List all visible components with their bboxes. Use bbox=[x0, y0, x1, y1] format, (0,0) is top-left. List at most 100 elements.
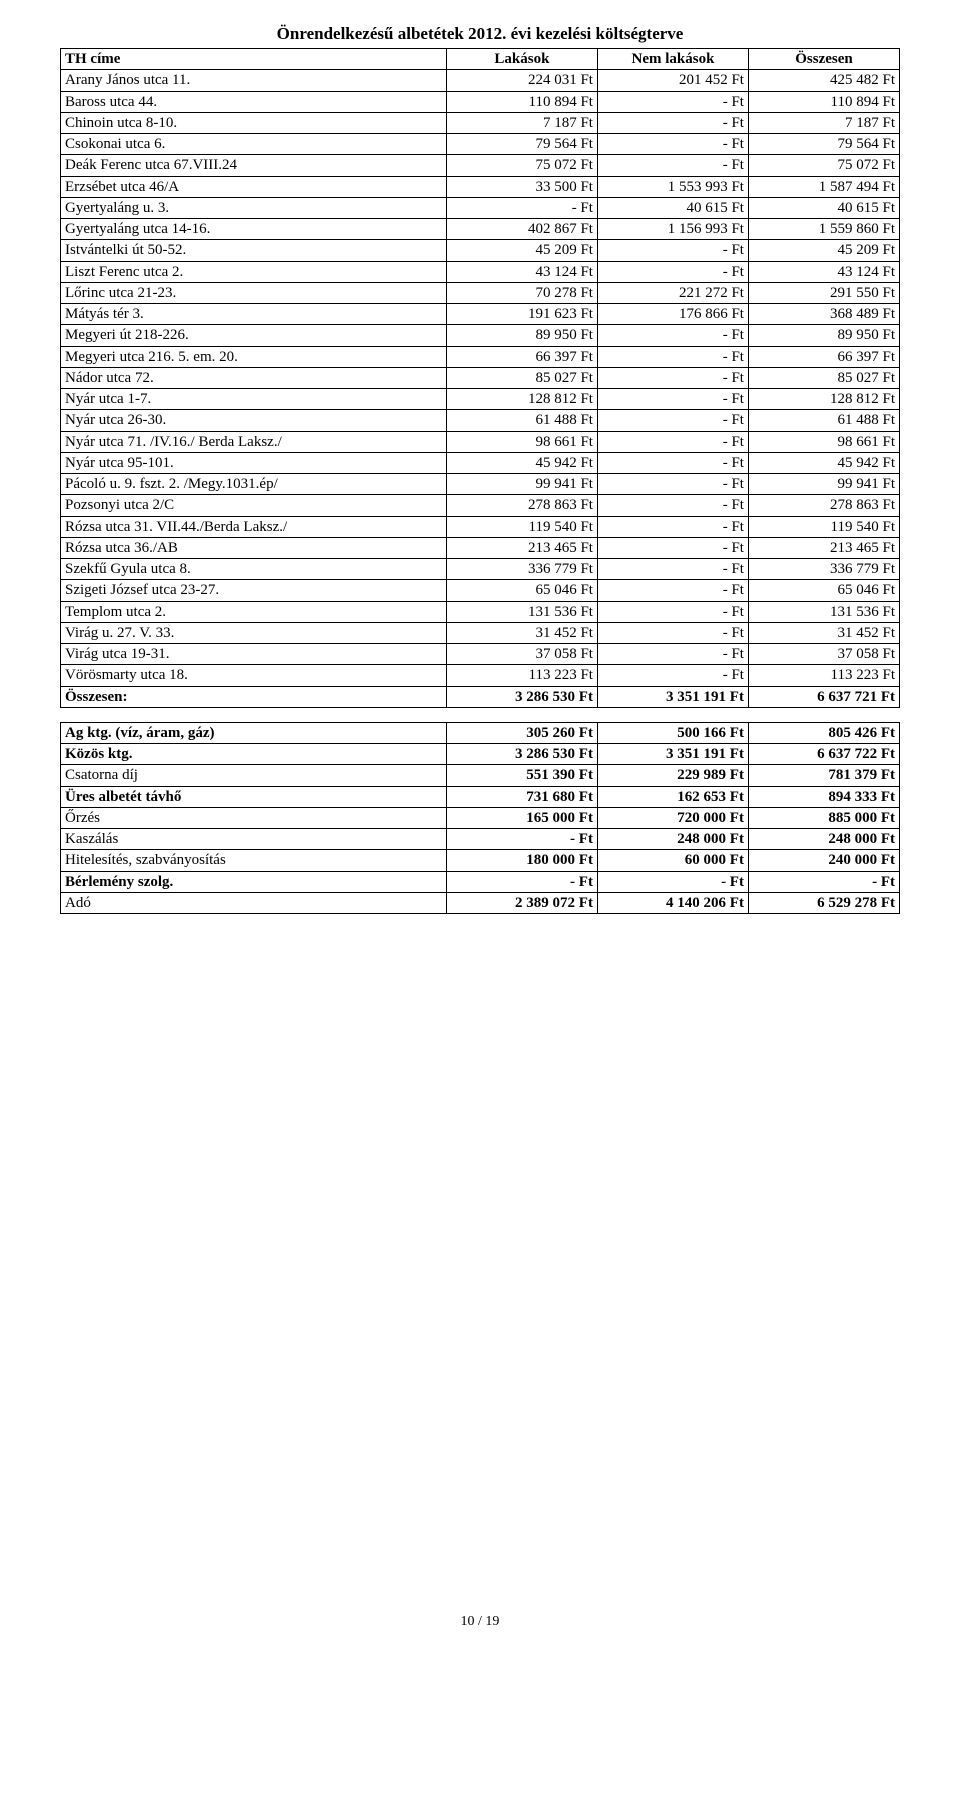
cell-value: - Ft bbox=[597, 91, 748, 112]
page-footer: 10 / 19 bbox=[60, 1614, 900, 1630]
cell-value: - Ft bbox=[446, 197, 597, 218]
table-row: Liszt Ferenc utca 2.43 124 Ft- Ft43 124 … bbox=[61, 261, 900, 282]
cell-value: 99 941 Ft bbox=[446, 474, 597, 495]
cell-value: 191 623 Ft bbox=[446, 304, 597, 325]
cell-value: 33 500 Ft bbox=[446, 176, 597, 197]
cell-value: 278 863 Ft bbox=[446, 495, 597, 516]
summary-value: 551 390 Ft bbox=[446, 765, 597, 786]
summary-label: Bérlemény szolg. bbox=[61, 871, 447, 892]
cell-address: Istvántelki út 50-52. bbox=[61, 240, 447, 261]
cell-value: 110 894 Ft bbox=[748, 91, 899, 112]
cell-address: Baross utca 44. bbox=[61, 91, 447, 112]
cell-value: 1 156 993 Ft bbox=[597, 219, 748, 240]
cell-value: 99 941 Ft bbox=[748, 474, 899, 495]
summary-value: 500 166 Ft bbox=[597, 722, 748, 743]
cell-value: - Ft bbox=[597, 367, 748, 388]
cell-address: Nyár utca 95-101. bbox=[61, 452, 447, 473]
cell-value: 31 452 Ft bbox=[748, 622, 899, 643]
summary-table: Ag ktg. (víz, áram, gáz)305 260 Ft500 16… bbox=[60, 722, 900, 914]
summary-label: Őrzés bbox=[61, 807, 447, 828]
summary-row: Ag ktg. (víz, áram, gáz)305 260 Ft500 16… bbox=[61, 722, 900, 743]
cell-value: - Ft bbox=[597, 155, 748, 176]
summary-label: Kaszálás bbox=[61, 829, 447, 850]
cell-value: - Ft bbox=[597, 516, 748, 537]
cell-value: 98 661 Ft bbox=[748, 431, 899, 452]
table-row: Gyertyaláng utca 14-16.402 867 Ft1 156 9… bbox=[61, 219, 900, 240]
table-row: Nyár utca 71. /IV.16./ Berda Laksz./ 98 6… bbox=[61, 431, 900, 452]
cell-address: Nyár utca 71. /IV.16./ Berda Laksz./ bbox=[61, 431, 447, 452]
summary-value: 3 351 191 Ft bbox=[597, 744, 748, 765]
cell-value: 402 867 Ft bbox=[446, 219, 597, 240]
cell-value: 224 031 Ft bbox=[446, 70, 597, 91]
table-row: Pozsonyi utca 2/C278 863 Ft- Ft278 863 F… bbox=[61, 495, 900, 516]
summary-label: Adó bbox=[61, 892, 447, 913]
cell-value: 89 950 Ft bbox=[748, 325, 899, 346]
cell-value: 113 223 Ft bbox=[446, 665, 597, 686]
summary-row: Közös ktg.3 286 530 Ft3 351 191 Ft6 637 … bbox=[61, 744, 900, 765]
cell-value: - Ft bbox=[597, 134, 748, 155]
cell-value: 66 397 Ft bbox=[446, 346, 597, 367]
cell-address: Csokonai utca 6. bbox=[61, 134, 447, 155]
cell-value: 1 587 494 Ft bbox=[748, 176, 899, 197]
cell-value: - Ft bbox=[597, 644, 748, 665]
cell-value: 70 278 Ft bbox=[446, 282, 597, 303]
cell-value: - Ft bbox=[597, 240, 748, 261]
cell-value: - Ft bbox=[597, 622, 748, 643]
table-header-row: TH címe Lakások Nem lakások Összesen bbox=[61, 49, 900, 70]
summary-value: 731 680 Ft bbox=[446, 786, 597, 807]
cell-value: 61 488 Ft bbox=[748, 410, 899, 431]
table-row: Nyár utca 26-30.61 488 Ft- Ft61 488 Ft bbox=[61, 410, 900, 431]
summary-value: - Ft bbox=[597, 871, 748, 892]
cell-value: - Ft bbox=[597, 601, 748, 622]
table-row: Vörösmarty utca 18.113 223 Ft- Ft113 223… bbox=[61, 665, 900, 686]
cell-value: 113 223 Ft bbox=[748, 665, 899, 686]
cell-address: Erzsébet utca 46/A bbox=[61, 176, 447, 197]
table-row: Rózsa utca 36./AB213 465 Ft- Ft213 465 F… bbox=[61, 537, 900, 558]
table-row: Szigeti József utca 23-27.65 046 Ft- Ft6… bbox=[61, 580, 900, 601]
cell-value: - Ft bbox=[597, 665, 748, 686]
table-row: Nyár utca 1-7.128 812 Ft- Ft128 812 Ft bbox=[61, 389, 900, 410]
cell-total-value: 6 637 721 Ft bbox=[748, 686, 899, 707]
cell-value: 75 072 Ft bbox=[748, 155, 899, 176]
summary-row: Csatorna díj551 390 Ft229 989 Ft781 379 … bbox=[61, 765, 900, 786]
cell-value: 291 550 Ft bbox=[748, 282, 899, 303]
cell-value: - Ft bbox=[597, 431, 748, 452]
summary-value: - Ft bbox=[748, 871, 899, 892]
cell-address: Pácoló u. 9. fszt. 2. /Megy.1031.ép/ bbox=[61, 474, 447, 495]
cell-address: Szigeti József utca 23-27. bbox=[61, 580, 447, 601]
table-row: Rózsa utca 31. VII.44./Berda Laksz./119 … bbox=[61, 516, 900, 537]
cell-value: 45 209 Ft bbox=[446, 240, 597, 261]
cell-address: Megyeri utca 216. 5. em. 20. bbox=[61, 346, 447, 367]
summary-value: - Ft bbox=[446, 829, 597, 850]
summary-value: 720 000 Ft bbox=[597, 807, 748, 828]
table-row: Istvántelki út 50-52.45 209 Ft- Ft45 209… bbox=[61, 240, 900, 261]
table-row: Megyeri út 218-226.89 950 Ft- Ft89 950 F… bbox=[61, 325, 900, 346]
summary-value: 240 000 Ft bbox=[748, 850, 899, 871]
page-title: Önrendelkezésű albetétek 2012. évi kezel… bbox=[60, 24, 900, 44]
summary-value: 60 000 Ft bbox=[597, 850, 748, 871]
table-row: Chinoin utca 8-10.7 187 Ft- Ft7 187 Ft bbox=[61, 112, 900, 133]
cell-value: 7 187 Ft bbox=[446, 112, 597, 133]
summary-value: 885 000 Ft bbox=[748, 807, 899, 828]
cell-value: 43 124 Ft bbox=[748, 261, 899, 282]
col-header-nem-lakasok: Nem lakások bbox=[597, 49, 748, 70]
summary-value: 3 286 530 Ft bbox=[446, 744, 597, 765]
cell-value: - Ft bbox=[597, 474, 748, 495]
cell-address: Arany János utca 11. bbox=[61, 70, 447, 91]
cell-total-value: 3 286 530 Ft bbox=[446, 686, 597, 707]
cell-address: Szekfű Gyula utca 8. bbox=[61, 559, 447, 580]
cell-value: 66 397 Ft bbox=[748, 346, 899, 367]
cell-address: Deák Ferenc utca 67.VIII.24 bbox=[61, 155, 447, 176]
table-row: Deák Ferenc utca 67.VIII.2475 072 Ft- Ft… bbox=[61, 155, 900, 176]
cell-value: - Ft bbox=[597, 410, 748, 431]
cell-value: 31 452 Ft bbox=[446, 622, 597, 643]
cell-address: Virág utca 19-31. bbox=[61, 644, 447, 665]
cell-address: Nádor utca 72. bbox=[61, 367, 447, 388]
cell-value: - Ft bbox=[597, 346, 748, 367]
cell-value: 75 072 Ft bbox=[446, 155, 597, 176]
summary-value: 229 989 Ft bbox=[597, 765, 748, 786]
summary-value: 805 426 Ft bbox=[748, 722, 899, 743]
main-table: TH címe Lakások Nem lakások Összesen Ara… bbox=[60, 48, 900, 708]
cell-address: Nyár utca 26-30. bbox=[61, 410, 447, 431]
cell-value: - Ft bbox=[597, 495, 748, 516]
